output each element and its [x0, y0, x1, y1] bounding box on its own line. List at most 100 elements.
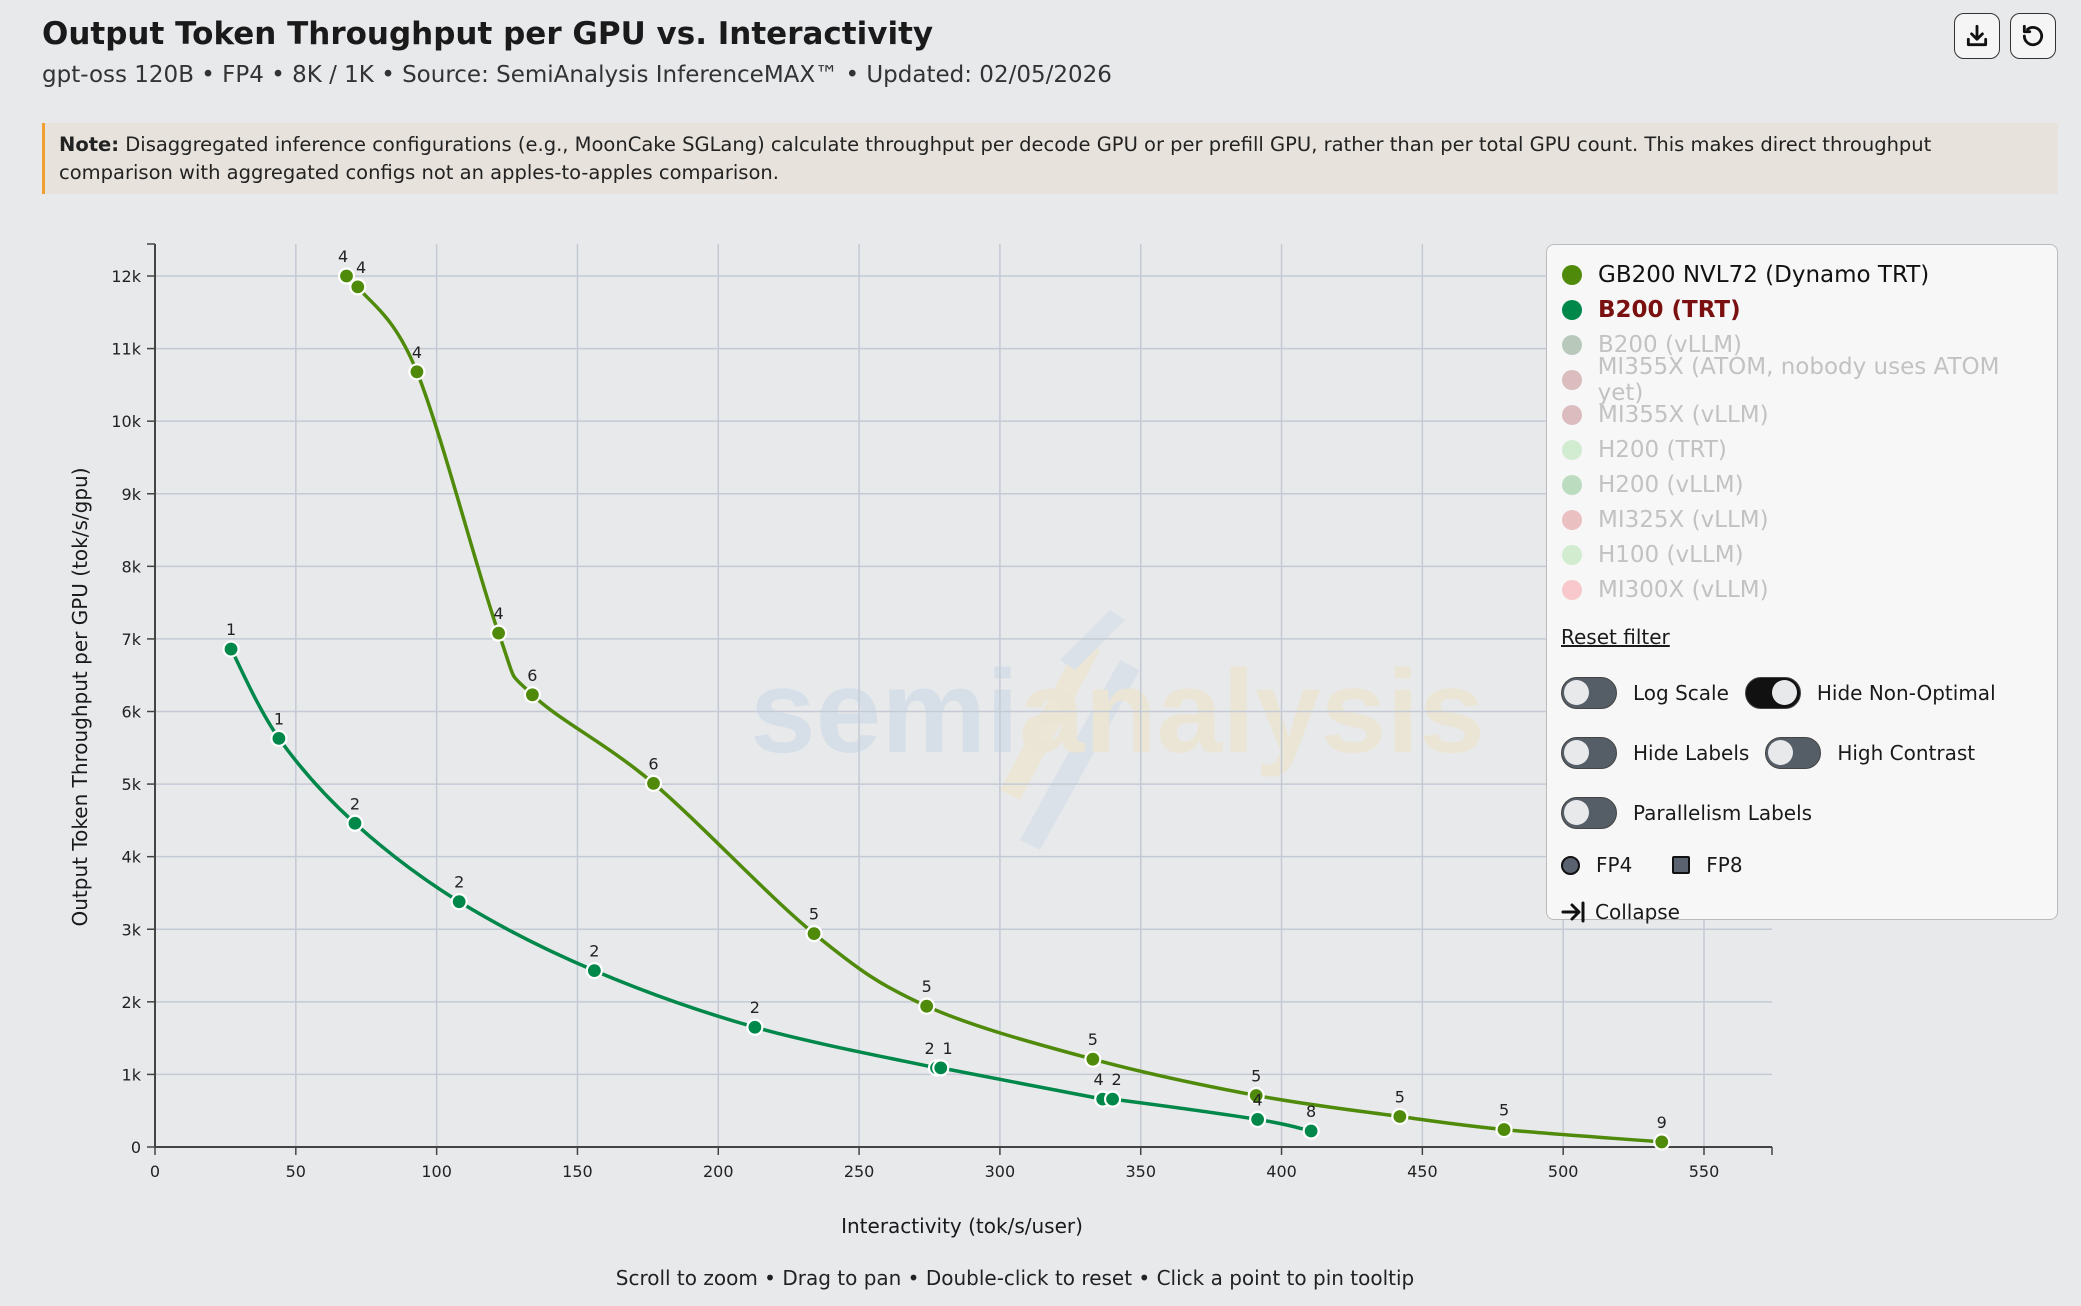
download-button[interactable]	[1954, 13, 2000, 59]
legend-item-label: MI355X (ATOM, nobody uses ATOM yet)	[1597, 353, 2000, 406]
x-tick-label: 450	[1407, 1162, 1438, 1181]
x-tick-label: 400	[1266, 1162, 1297, 1181]
data-point-label: 2	[1112, 1070, 1122, 1089]
y-tick-label: 2k	[122, 993, 142, 1012]
data-point	[1084, 1050, 1102, 1068]
legend-item-label: B200 (vLLM)	[1598, 331, 1743, 358]
legend-item[interactable]: H200 (TRT)	[1561, 432, 2043, 467]
fp4-label: FP4	[1596, 853, 1633, 877]
legend-color-dot-icon	[1562, 299, 1582, 320]
log-scale-toggle[interactable]	[1561, 677, 1617, 709]
data-point-label: 2	[350, 794, 360, 813]
hide-non-optimal-toggle[interactable]	[1744, 677, 1801, 709]
data-point-label: 4	[338, 247, 348, 266]
chart-subtitle: gpt-oss 120B • FP4 • 8K / 1K • Source: S…	[42, 62, 1112, 88]
data-point-label: 4	[356, 258, 366, 277]
data-point	[1103, 1090, 1122, 1108]
data-point-label: 5	[1251, 1066, 1261, 1085]
legend-color-dot-icon	[1562, 474, 1582, 495]
legend-item[interactable]: MI325X (vLLM)	[1561, 502, 2043, 537]
interaction-hint: Scroll to zoom • Drag to pan • Double-cl…	[615, 1266, 1415, 1290]
legend-item[interactable]: MI355X (ATOM, nobody uses ATOM yet)	[1561, 354, 2043, 406]
legend-color-dot-icon	[1562, 544, 1582, 565]
collapse-button[interactable]: Collapse	[1561, 887, 2043, 937]
y-tick-label: 0	[131, 1138, 141, 1157]
data-point	[932, 1059, 950, 1077]
legend-color-dot-icon	[1562, 579, 1582, 600]
data-point-label: 4	[1094, 1070, 1104, 1089]
reset-zoom-button[interactable]	[2010, 13, 2056, 59]
data-point	[270, 729, 288, 747]
legend-item-label: H200 (vLLM)	[1598, 471, 1744, 498]
x-tick-label: 150	[562, 1162, 593, 1181]
data-point	[1391, 1107, 1409, 1126]
x-tick-label: 350	[1125, 1162, 1156, 1181]
note-text: Disaggregated inference configurations (…	[59, 133, 1932, 184]
chart-title: Output Token Throughput per GPU vs. Inte…	[42, 16, 934, 52]
y-tick-label: 3k	[122, 920, 142, 939]
data-point	[805, 925, 823, 943]
data-point	[918, 997, 936, 1015]
data-point-label: 5	[1499, 1101, 1509, 1120]
y-tick-label: 11k	[111, 340, 141, 359]
legend-color-dot-icon	[1562, 404, 1582, 425]
data-point-label: 1	[274, 709, 284, 728]
y-tick-label: 10k	[111, 412, 141, 431]
data-point	[1302, 1122, 1320, 1140]
legend-item-label: H200 (TRT)	[1598, 436, 1727, 463]
data-point	[746, 1018, 764, 1036]
legend-item[interactable]: B200 (TRT)	[1561, 292, 2043, 327]
legend-panel: GB200 NVL72 (Dynamo TRT) B200 (TRT) B200 (…	[1546, 244, 2058, 924]
x-tick-label: 200	[703, 1162, 734, 1181]
log-scale-label: Log Scale	[1633, 681, 1729, 705]
reset-filter-link[interactable]: Reset filter	[1561, 625, 1670, 649]
legend-color-dot-icon	[1562, 509, 1582, 530]
collapse-label: Collapse	[1595, 900, 1680, 924]
data-point-label: 6	[648, 754, 658, 773]
legend-item[interactable]: GB200 NVL72 (Dynamo TRT)	[1561, 257, 2043, 292]
x-tick-label: 550	[1689, 1162, 1720, 1181]
data-point-label: 5	[1088, 1030, 1098, 1049]
data-point	[585, 962, 603, 980]
x-tick-label: 50	[286, 1162, 306, 1181]
data-point	[408, 363, 426, 381]
data-point-label: 2	[589, 942, 599, 961]
download-icon	[1966, 24, 1988, 47]
y-axis-label: Output Token Throughput per GPU (tok/s/g…	[68, 467, 92, 927]
hide-labels-toggle[interactable]	[1561, 737, 1617, 769]
legend-item[interactable]: H100 (vLLM)	[1561, 537, 2043, 572]
legend-item[interactable]: MI355X (vLLM)	[1561, 397, 2043, 432]
y-tick-label: 6k	[122, 703, 142, 722]
legend-item[interactable]: H200 (vLLM)	[1561, 467, 2043, 502]
hide-labels-label: Hide Labels	[1633, 741, 1750, 765]
data-point	[349, 278, 367, 296]
legend-item-label: GB200 NVL72 (Dynamo TRT)	[1598, 261, 1930, 288]
data-point	[222, 640, 240, 658]
data-point-label: 1	[943, 1039, 953, 1058]
x-tick-label: 250	[844, 1162, 875, 1181]
data-point	[1653, 1133, 1671, 1151]
data-point-label: 5	[922, 977, 932, 996]
data-point-label: 5	[1395, 1088, 1405, 1107]
legend-color-dot-icon	[1562, 439, 1582, 460]
y-tick-label: 5k	[122, 775, 142, 794]
legend-color-dot-icon	[1562, 369, 1582, 390]
watermark-logo: semianalysis	[750, 610, 1485, 850]
data-point-label: 6	[527, 666, 537, 685]
parallelism-labels-toggle[interactable]	[1561, 797, 1617, 829]
reset-zoom-icon	[2022, 24, 2044, 47]
data-point-label: 2	[925, 1039, 935, 1058]
legend-item[interactable]: B200 (vLLM)	[1561, 327, 2043, 362]
high-contrast-toggle[interactable]	[1765, 737, 1822, 769]
y-tick-label: 4k	[122, 848, 142, 867]
x-tick-label: 500	[1548, 1162, 1579, 1181]
x-axis-label: Interactivity (tok/s/user)	[841, 1214, 1083, 1238]
data-point	[523, 686, 541, 704]
data-point-label: 4	[1253, 1090, 1263, 1109]
y-tick-label: 9k	[122, 485, 142, 504]
legend-item[interactable]: MI300X (vLLM)	[1561, 572, 2043, 607]
data-point	[1247, 1086, 1265, 1105]
fp4-circle-icon	[1561, 855, 1580, 875]
data-point-label: 9	[1657, 1113, 1667, 1132]
